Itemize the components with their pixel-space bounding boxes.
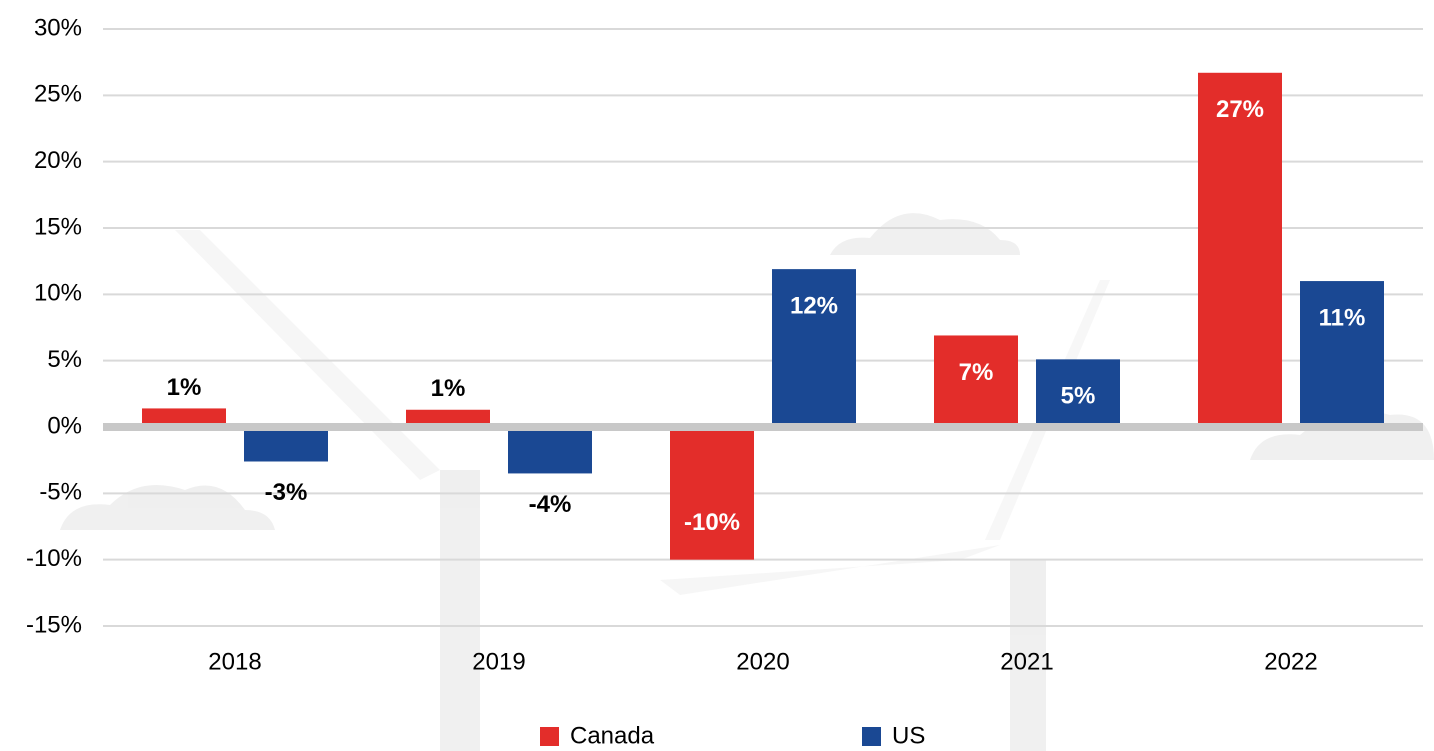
legend-swatch [540,727,559,746]
value-label: 27% [1216,96,1264,123]
value-label: 1% [167,374,202,401]
chart: -15% -10% -5% 0% 5% 10% 15% 20% 25% 30% 2018 1% -3% 2… [0,0,1434,751]
legend-label: Canada [570,722,655,749]
y-tick-label: 25% [34,81,82,108]
y-tick-label: 20% [34,147,82,174]
x-tick-label: 2020 [736,648,789,675]
legend-swatch [862,727,881,746]
bar [244,427,328,461]
x-tick-label: 2021 [1000,648,1053,675]
y-tick-label: -5% [39,479,82,506]
value-label: -4% [529,491,572,518]
y-tick-label: 5% [47,346,82,373]
legend-label: US [892,722,925,749]
value-label: -10% [684,509,740,536]
value-label: -3% [265,479,308,506]
y-tick-label: 0% [47,412,82,439]
y-tick-label: 10% [34,280,82,307]
y-tick-label: 30% [34,14,82,41]
bar [508,427,592,473]
x-tick-label: 2018 [208,648,261,675]
value-label: 1% [431,375,466,402]
bar [1300,281,1384,427]
y-tick-label: -15% [26,611,82,638]
y-tick-label: 15% [34,213,82,240]
value-label: 11% [1319,304,1366,331]
bar [670,427,754,560]
value-label: 12% [790,292,838,319]
x-tick-label: 2019 [472,648,525,675]
bar [1198,73,1282,427]
y-tick-label: -10% [26,545,82,572]
x-tick-label: 2022 [1264,648,1317,675]
value-label: 5% [1061,383,1096,410]
value-label: 7% [959,359,994,386]
